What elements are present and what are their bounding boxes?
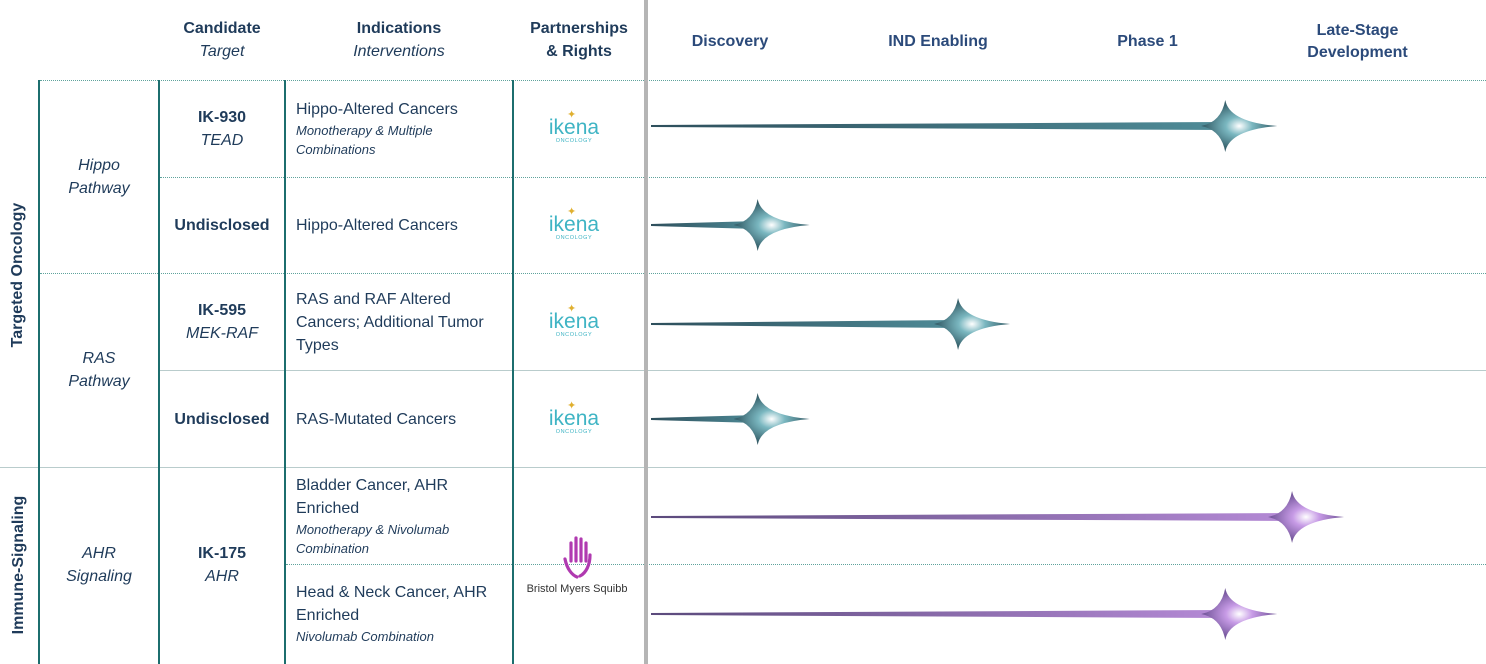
ikena-logo: ✦ ikena ONCOLOGY [534,400,614,435]
col-divider-indications [284,80,286,664]
ikena-subtitle: ONCOLOGY [555,332,593,338]
stage-late-stage: Late-Stage Development [1290,20,1425,64]
hand-icon [563,536,592,579]
candidate-ik930: IK-930 TEAD [160,106,284,152]
spark-icon: ✦ [567,400,577,412]
pathway-ahr-line2: Signaling [66,568,132,585]
pathway-hippo-line2: Pathway [68,180,130,197]
progress-bar [651,320,959,328]
stage-late-stage-line1: Late-Stage [1316,22,1399,39]
progress-bar [651,221,758,229]
progress-bar [651,610,1226,618]
indication-row-6: Head & Neck Cancer, AHR Enriched Nivolum… [296,581,511,646]
candidate-name: IK-930 [197,109,247,126]
indication-row-1: Hippo-Altered Cancers Monotherapy & Mult… [296,98,511,159]
stage-discovery: Discovery [691,33,769,50]
row-divider-1 [160,177,1486,178]
intervention-text: Nivolumab Combination [296,629,435,644]
intervention-text: Monotherapy & Nivolumab Combination [296,522,450,556]
header-partnerships-label: Partnerships [530,20,628,37]
spark-icon: ✦ [567,303,577,315]
bms-logo: Bristol Myers Squibb [522,535,632,595]
candidate-undisclosed-hippo: Undisclosed [160,214,284,237]
candidate-target: AHR [205,568,239,585]
ikena-wordmark: ikena [548,116,600,139]
candidate-name: IK-175 [197,545,247,562]
header-divider [40,80,1486,81]
pathway-hippo-line1: Hippo [78,157,120,174]
header-candidate-label: Candidate [183,20,261,37]
indication-text: Head & Neck Cancer, AHR Enriched [296,584,488,624]
progress-star-icon [1201,588,1278,640]
pipeline-progress-chart [651,100,1345,640]
candidate-name: Undisclosed [174,217,270,234]
header-candidate: Candidate Target [160,17,284,63]
candidate-ik595: IK-595 MEK-RAF [160,299,284,345]
header-indications-label: Indications [356,20,442,37]
spark-icon: ✦ [567,206,577,218]
row-divider-2 [40,273,1486,274]
candidate-target: MEK-RAF [186,325,258,342]
progress-bar [651,415,758,423]
candidate-target: TEAD [200,132,244,149]
col-divider-category [38,80,40,664]
ikena-wordmark: ikena [548,310,600,333]
category-immune-signaling: Immune-Signaling [10,495,27,635]
ikena-subtitle: ONCOLOGY [555,235,593,241]
indication-text: Hippo-Altered Cancers [296,101,458,118]
stage-area-divider [644,0,648,664]
candidate-undisclosed-ras: Undisclosed [160,408,284,431]
progress-star-icon [1201,100,1278,152]
candidate-name: IK-595 [197,302,247,319]
progress-star-icon [733,199,810,251]
header-target-label: Target [199,43,245,60]
pathway-ahr-line1: AHR [82,545,116,562]
row-divider-4 [0,467,1486,468]
header-partnerships: Partnerships & Rights [514,17,644,63]
indication-text: Hippo-Altered Cancers [296,217,458,234]
spark-icon: ✦ [567,109,577,121]
ikena-logo: ✦ ikena ONCOLOGY [534,303,614,338]
indication-row-2: Hippo-Altered Cancers [296,214,511,237]
stage-late-stage-line2: Development [1307,44,1408,61]
intervention-text: Monotherapy & Multiple Combinations [296,123,433,157]
col-divider-partnerships [512,80,514,664]
row-divider-3 [160,370,1486,371]
pathway-ras: RAS Pathway [40,347,158,393]
indication-text: Bladder Cancer, AHR Enriched [296,477,449,517]
progress-bar [651,513,1293,521]
pathway-ras-line2: Pathway [68,373,130,390]
progress-star-icon [733,393,810,445]
pathway-hippo: Hippo Pathway [40,154,158,200]
stage-phase-1: Phase 1 [1117,33,1178,50]
indication-row-5: Bladder Cancer, AHR Enriched Monotherapy… [296,474,466,558]
ikena-wordmark: ikena [548,407,600,430]
header-indications: Indications Interventions [286,17,512,63]
ikena-subtitle: ONCOLOGY [555,429,593,435]
stage-ind-enabling: IND Enabling [888,33,988,50]
header-interventions-label: Interventions [353,43,445,60]
indication-row-3: RAS and RAF Altered Cancers; Additional … [296,288,511,357]
ikena-logo: ✦ ikena ONCOLOGY [534,109,614,144]
row-divider-5 [286,564,1486,565]
indication-row-4: RAS-Mutated Cancers [296,408,511,431]
col-divider-candidate [158,80,160,664]
bms-name: Bristol Myers Squibb [526,583,628,595]
indication-text: RAS and RAF Altered Cancers; Additional … [296,291,484,354]
category-targeted-oncology: Targeted Oncology [9,202,26,348]
progress-star-icon [1268,491,1345,543]
progress-bar [651,122,1226,130]
progress-star-icon [934,298,1011,350]
ikena-subtitle: ONCOLOGY [555,138,593,144]
indication-text: RAS-Mutated Cancers [296,411,457,428]
pathway-ras-line1: RAS [82,350,116,367]
pathway-ahr: AHR Signaling [40,542,158,588]
header-rights-label: & Rights [546,43,612,60]
ikena-wordmark: ikena [548,213,600,236]
ikena-logo: ✦ ikena ONCOLOGY [534,206,614,241]
candidate-ik175: IK-175 AHR [160,542,284,588]
candidate-name: Undisclosed [174,411,270,428]
